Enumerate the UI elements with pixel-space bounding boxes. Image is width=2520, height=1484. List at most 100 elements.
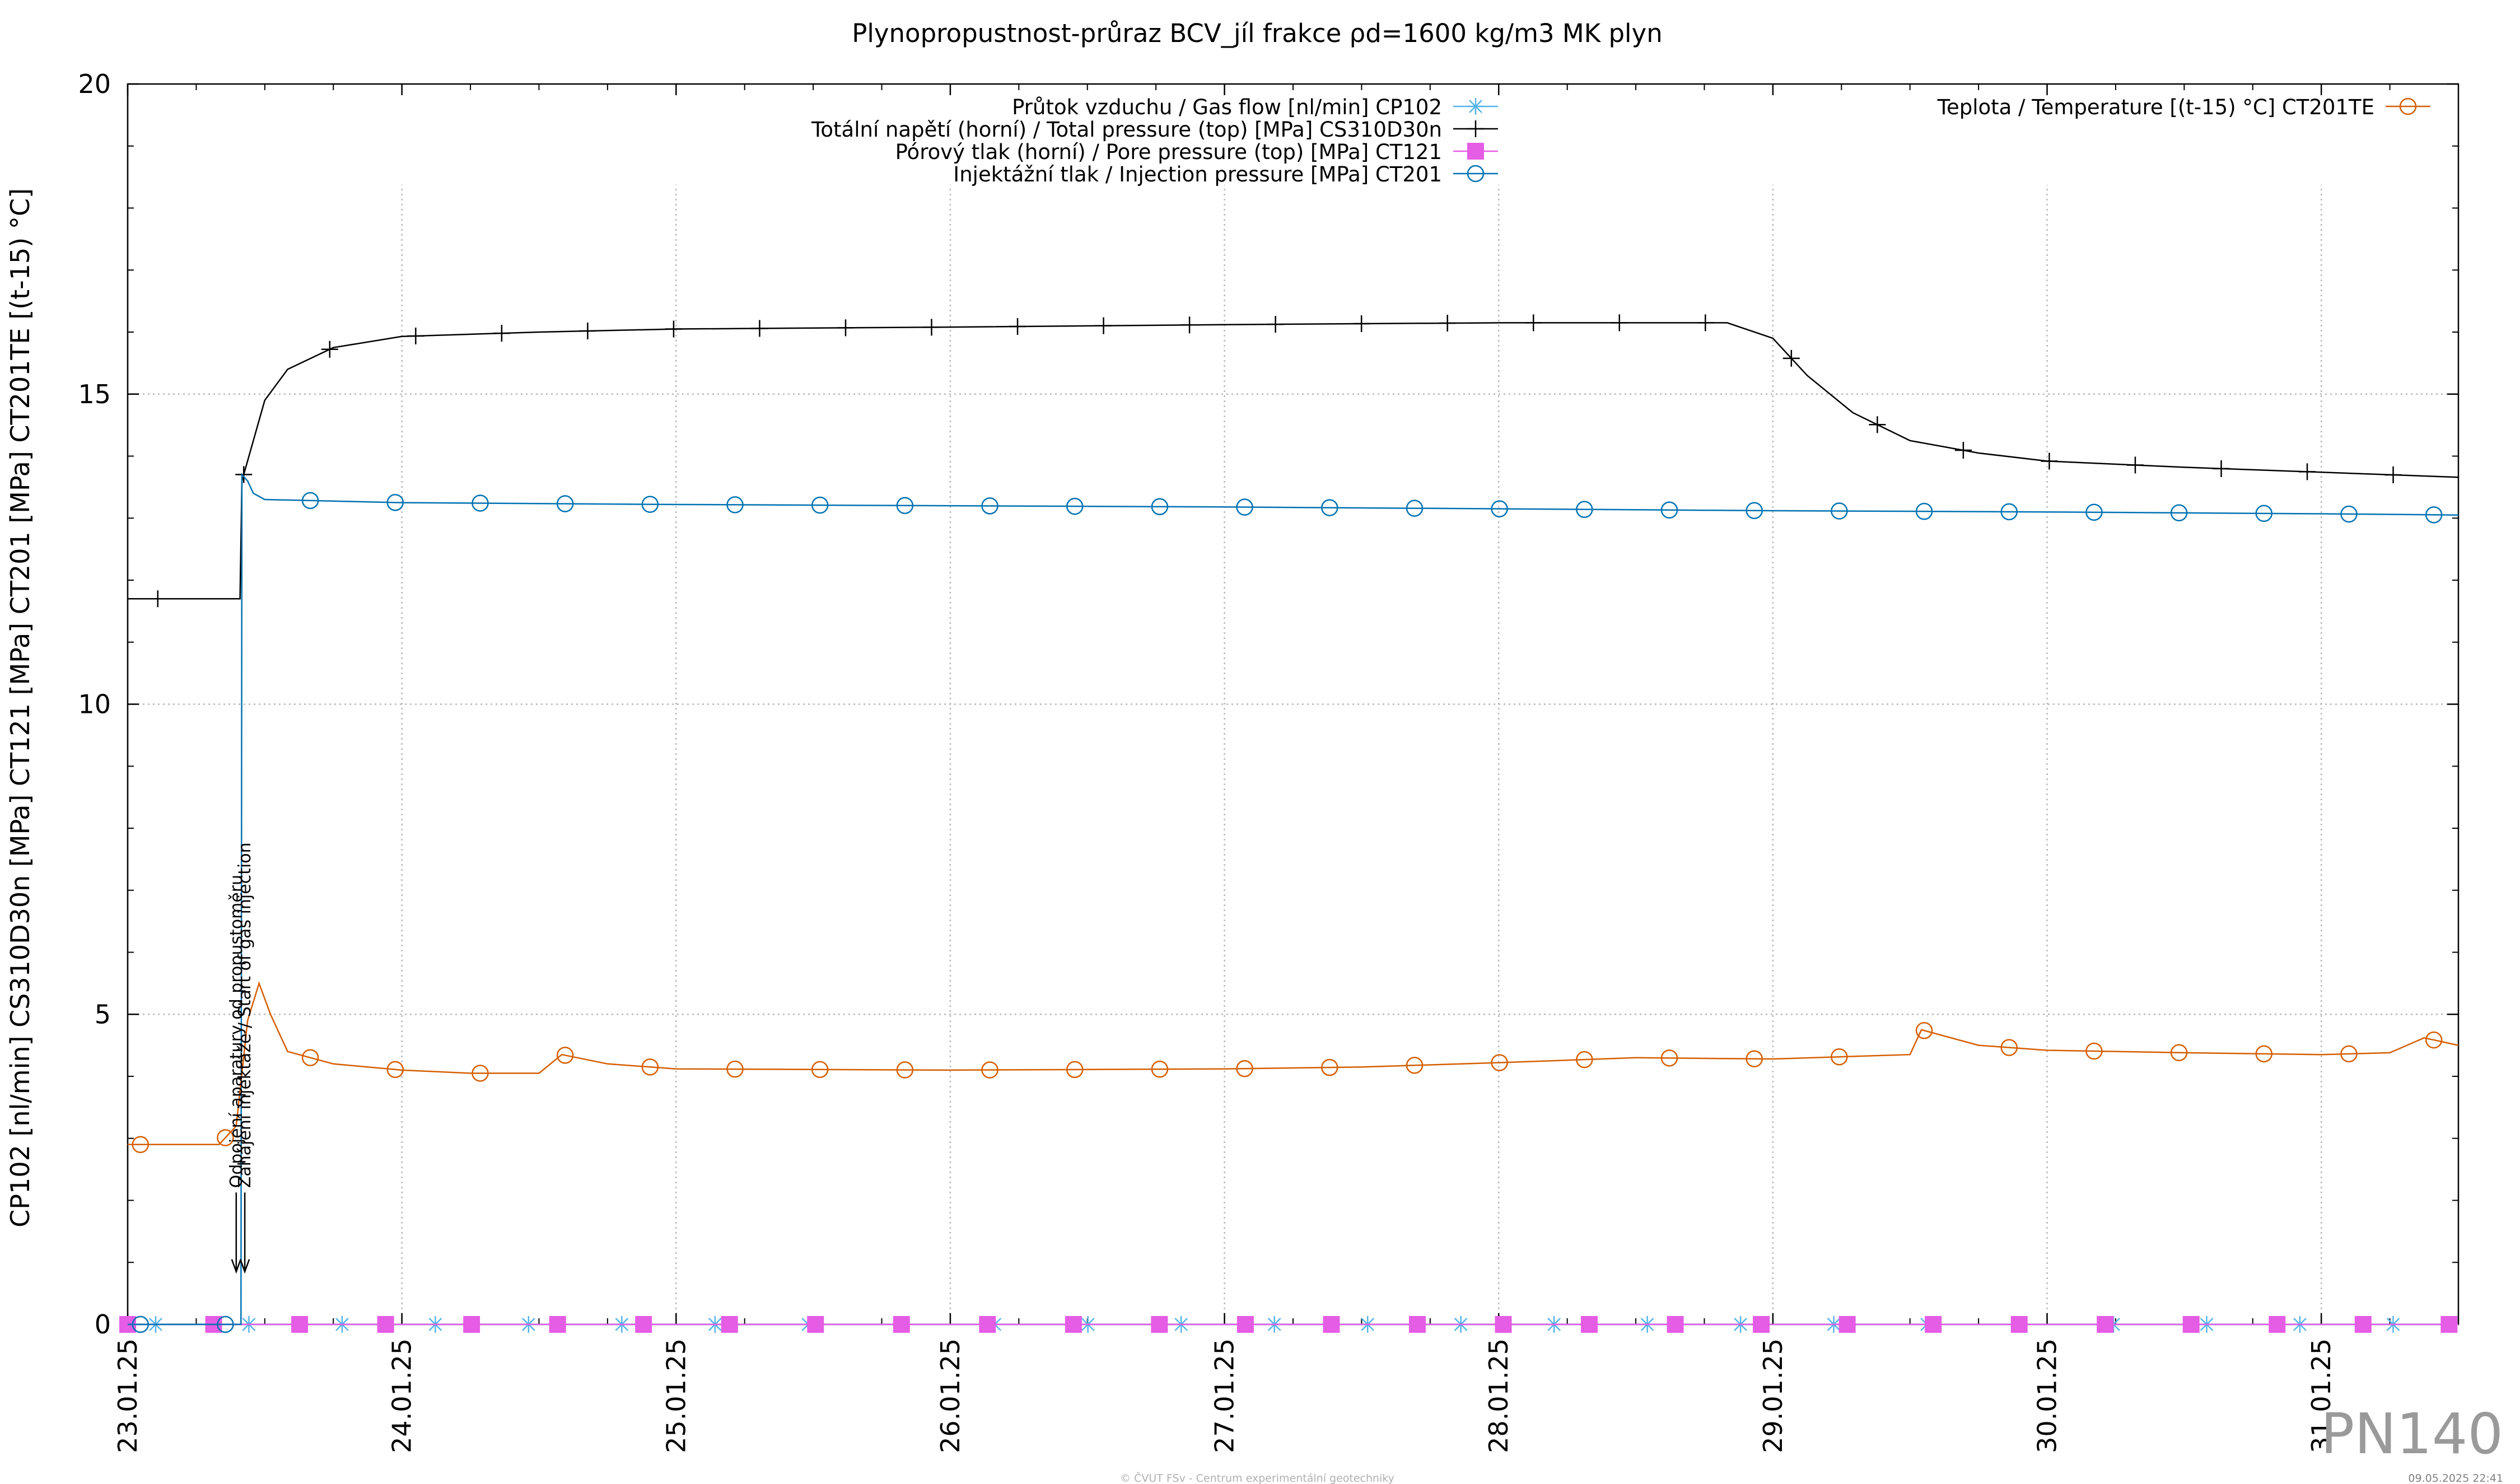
y-axis-label: CP102 [nl/min] CS310D30n [MPa] CT121 [MP… (5, 188, 35, 1228)
series-1-marker (2041, 452, 2058, 470)
x-tick-label: 28.01.25 (1483, 1338, 1514, 1453)
series-4-marker (1915, 1022, 1933, 1039)
series-3-marker (2340, 505, 2358, 523)
series-4-marker (2085, 1042, 2103, 1060)
series-3-marker-shape (2255, 505, 2273, 522)
series-4-marker (1151, 1060, 1169, 1078)
series-3-marker-shape (2085, 503, 2103, 521)
legend-marker-4-shape (2399, 97, 2417, 115)
series-1-marker (923, 319, 940, 336)
series-3-marker-shape (1236, 498, 1253, 516)
series-1-marker (2299, 463, 2316, 480)
series-3-marker (2255, 505, 2273, 522)
series-4-marker-shape (1831, 1048, 1848, 1066)
series-4-marker (641, 1058, 659, 1076)
series-3-marker-shape (1406, 500, 1424, 517)
series-4-marker-shape (2340, 1045, 2358, 1063)
series-3-marker-shape (1576, 501, 1593, 518)
series-2-marker-shape (1495, 1316, 1512, 1333)
series-3-marker (2425, 506, 2443, 524)
series-1-marker (1009, 318, 1026, 335)
series-2-marker-shape (1236, 1316, 1254, 1333)
series-3-marker (641, 496, 659, 513)
series-line-4 (128, 981, 2459, 1146)
series-2-marker (1065, 1316, 1082, 1333)
series-2-marker (893, 1316, 910, 1333)
series-1-marker (579, 323, 596, 340)
series-2-marker-shape (291, 1316, 309, 1333)
series-3-marker-shape (386, 494, 404, 511)
series-4-marker (1321, 1058, 1338, 1076)
series-2-marker-shape (1667, 1316, 1684, 1333)
legend-marker-3 (1467, 165, 1485, 183)
series-2-marker (979, 1316, 996, 1333)
series-2-marker (1151, 1316, 1168, 1333)
series-line-3 (128, 473, 2459, 1326)
series-4-marker (2255, 1045, 2273, 1063)
annotation-arrowhead-1 (239, 1259, 250, 1274)
series-3-marker (811, 496, 829, 514)
series-3-marker-shape (1321, 499, 1338, 516)
series-3-marker (1236, 498, 1253, 516)
legend-label-3: Injektážní tlak / Injection pressure [MP… (953, 162, 1442, 186)
series-4-marker-shape (2425, 1031, 2443, 1049)
series-4-marker (2340, 1045, 2358, 1063)
series-3-marker-shape (132, 1315, 150, 1333)
series-layer (119, 314, 2459, 1333)
series-4-marker (2170, 1044, 2188, 1061)
series-4-marker (2425, 1031, 2443, 1049)
series-2-marker (2354, 1316, 2372, 1333)
series-1-marker (1697, 314, 1714, 332)
series-2-marker (1667, 1316, 1684, 1333)
series-3-marker-shape (1831, 502, 1848, 520)
x-tick-label: 26.01.25 (935, 1338, 965, 1453)
series-4-marker-shape (1660, 1049, 1678, 1067)
legend-label-1: Totální napětí (horní) / Total pressure … (811, 118, 1442, 142)
series-2-marker (807, 1316, 824, 1333)
annotation-arrowhead-0 (231, 1259, 241, 1274)
series-2-marker-shape (2010, 1316, 2028, 1333)
series-4-marker (1406, 1057, 1424, 1074)
series-1-marker (2126, 456, 2144, 474)
series-3-marker-shape (726, 496, 744, 514)
series-2-marker-shape (377, 1316, 394, 1333)
series-1-marker (1525, 314, 1542, 332)
series-4-marker (811, 1061, 829, 1079)
series-4-marker-shape (641, 1058, 659, 1076)
series-4-marker (556, 1047, 574, 1064)
series-2-marker-shape (549, 1316, 566, 1333)
series-4-marker (386, 1061, 404, 1079)
series-3-marker (1915, 502, 1933, 520)
series-2-marker-shape (1323, 1316, 1340, 1333)
y-tick-label: 15 (78, 379, 111, 409)
series-1-marker (1782, 349, 1800, 367)
series-4-marker (132, 1136, 150, 1154)
series-2-marker-shape (463, 1316, 480, 1333)
grid-lines (128, 185, 2458, 1324)
x-tick-label: 30.01.25 (2032, 1338, 2062, 1453)
series-4-marker (1491, 1054, 1508, 1071)
series-2-marker-shape (2440, 1316, 2458, 1333)
series-4-marker-shape (1746, 1050, 1763, 1067)
legend-label-2: Pórový tlak (horní) / Pore pressure (top… (895, 140, 1442, 164)
series-2-marker (2440, 1316, 2458, 1333)
series-4-marker (301, 1049, 319, 1066)
series-2-marker-shape (1151, 1316, 1168, 1333)
series-4-marker-shape (2255, 1045, 2273, 1063)
y-tick-label: 5 (95, 999, 111, 1029)
series-1-marker (837, 319, 854, 337)
series-4-marker (981, 1061, 998, 1079)
legend: Průtok vzduchu / Gas flow [nl/min] CP102… (811, 95, 2430, 186)
series-2-marker (463, 1316, 480, 1333)
series-4-marker (1831, 1048, 1848, 1066)
series-2-marker-shape (979, 1316, 996, 1333)
series-3-marker-shape (1151, 498, 1169, 516)
series-1-marker (321, 340, 338, 358)
series-3-marker (1660, 501, 1678, 519)
series-2-marker-shape (1925, 1316, 1942, 1333)
series-4-marker-shape (132, 1136, 150, 1154)
series-4-marker (2000, 1039, 2018, 1056)
series-2-marker-shape (2354, 1316, 2372, 1333)
series-3-marker-shape (641, 496, 659, 513)
series-4-marker (1236, 1060, 1253, 1077)
